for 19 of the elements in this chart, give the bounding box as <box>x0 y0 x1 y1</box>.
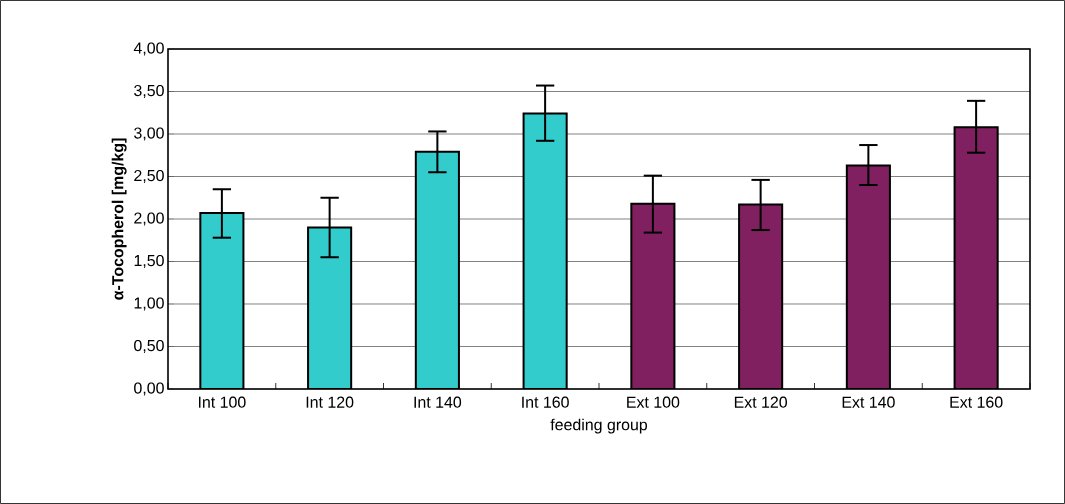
x-tick-label: Int 100 <box>198 396 246 408</box>
y-tick-label: 3,00 <box>134 127 164 141</box>
x-axis-title: feeding group <box>550 418 648 434</box>
y-tick-label: 0,50 <box>134 339 164 354</box>
x-tick-label: Ext 160 <box>950 396 1003 408</box>
x-tick-label: Ext 120 <box>734 396 788 408</box>
x-tick-label: Ext 140 <box>842 396 895 408</box>
x-tick-label: Int 160 <box>522 396 569 408</box>
y-tick-label: 1,00 <box>134 297 164 311</box>
y-tick-label: 3,50 <box>134 84 164 99</box>
y-tick-label: 1,50 <box>134 254 164 269</box>
y-axis-title: α-Tocopherol [mg/kg] <box>111 138 127 300</box>
y-tick-label: 0,00 <box>134 382 164 396</box>
x-tick-label: Ext 100 <box>627 396 680 408</box>
y-tick-label: 2,50 <box>134 169 164 184</box>
x-tick-label: Int 140 <box>414 396 462 408</box>
x-tick-label: Int 120 <box>306 396 354 408</box>
y-tick-label: 2,00 <box>134 212 164 226</box>
y-tick-label: 4,00 <box>133 42 164 56</box>
